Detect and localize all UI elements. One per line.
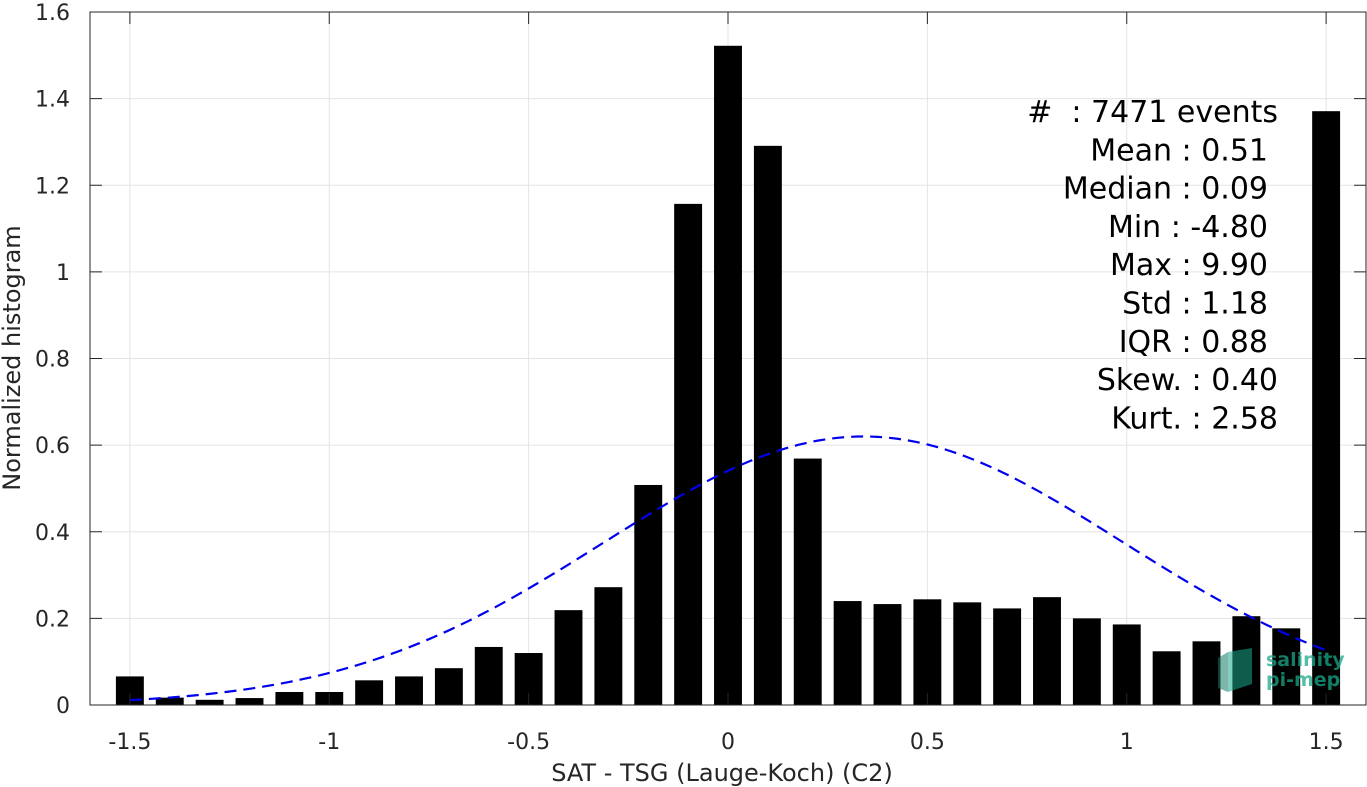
stat-line-3: Min : -4.80 [1108,210,1268,245]
bar-25 [1112,624,1141,705]
x-tick-label-5: 1 [1120,730,1134,755]
bars [115,45,1341,706]
logo-cube-icon-side [1218,652,1228,692]
x-tick-label-3: 0 [721,730,735,755]
bar-14 [674,203,703,705]
x-tick-labels: -1.5 -1 -0.5 0 0.5 1 1.5 [108,730,1343,755]
bar-21 [953,602,982,705]
y-tick-label-0: 0 [56,694,70,719]
stat-line-2: Median : 0.09 [1063,172,1268,207]
y-tick-label-8: 1.6 [35,1,70,26]
y-tick-label-1: 0.2 [35,607,70,632]
normal-fit-curve [129,435,1327,702]
stat-line-7: Skew. : 0.40 [1097,363,1278,398]
bar-20 [913,599,942,705]
bar-8 [434,668,463,705]
y-tick-label-3: 0.6 [35,434,70,459]
x-tick-label-0: -1.5 [108,730,151,755]
logo-cube-icon [1228,648,1252,692]
bar-26 [1152,651,1181,705]
x-tick-label-1: -1 [318,730,340,755]
salinity-pimep-logo: salinity pi-mep [1218,648,1345,692]
bar-16 [753,145,782,705]
bar-13 [634,484,663,705]
bar-18 [833,601,862,705]
y-tick-label-6: 1.2 [35,174,70,199]
bar-6 [355,680,384,705]
stat-line-8: Kurt. : 2.58 [1111,401,1278,436]
y-axis-label: Normalized histogram [0,225,26,490]
bar-17 [793,458,822,705]
axes-frame [89,11,1367,706]
y-tick-label-4: 0.8 [35,348,70,373]
bar-2 [195,699,224,705]
bar-3 [235,698,264,705]
logo-line1: salinity [1266,649,1345,671]
stat-line-0: # : 7471 events [1027,95,1278,130]
bar-11 [554,610,583,705]
stat-line-5: Std : 1.18 [1122,287,1268,322]
bar-22 [993,608,1022,705]
x-axis-label: SAT - TSG (Lauge-Koch) (C2) [551,759,893,787]
y-tick-label-7: 1.4 [35,88,70,113]
stat-line-1: Mean : 0.51 [1090,133,1268,168]
bar-19 [873,604,902,705]
y-tick-label-2: 0.4 [35,521,70,546]
stat-line-6: IQR : 0.88 [1119,325,1268,360]
bar-27 [1192,641,1221,705]
bar-23 [1033,597,1061,705]
bar-1 [155,697,184,705]
x-tick-label-2: -0.5 [507,730,550,755]
bar-9 [474,646,503,705]
bar-15 [714,45,742,705]
bar-24 [1072,618,1101,705]
bar-7 [395,676,423,705]
stat-line-4: Max : 9.90 [1110,248,1268,283]
bar-29 [1272,628,1301,705]
x-tick-label-4: 0.5 [910,730,945,755]
logo-line2: pi-mep [1266,669,1340,691]
bar-4 [275,692,304,705]
y-tick-label-5: 1 [56,261,70,286]
x-tick-label-6: 1.5 [1309,730,1344,755]
bar-12 [594,587,623,705]
y-tick-labels: 0 0.2 0.4 0.6 0.8 1 1.2 1.4 1.6 [35,1,70,719]
bar-30 [1312,111,1341,706]
